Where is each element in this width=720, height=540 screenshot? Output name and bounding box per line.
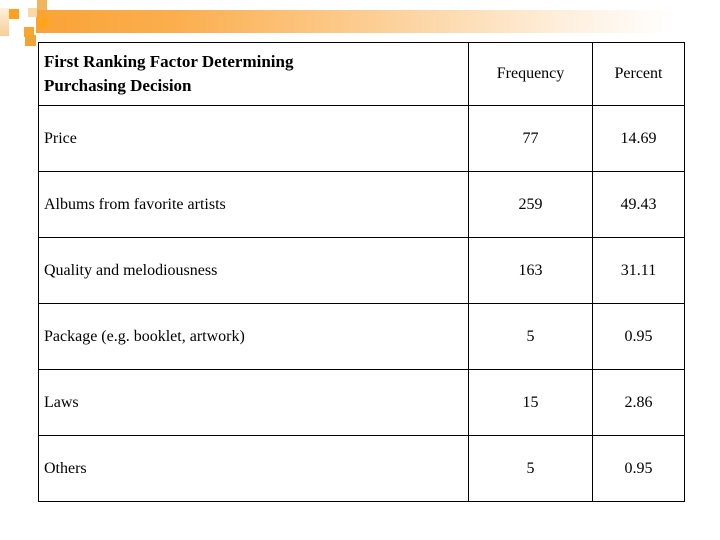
ranking-table: First Ranking Factor Determining Purchas… <box>38 42 685 502</box>
decor-square <box>28 8 37 17</box>
table-row: Quality and melodiousness 163 31.11 <box>38 237 685 304</box>
row-percent: 31.11 <box>592 237 685 304</box>
row-frequency: 259 <box>468 171 593 238</box>
decor-square <box>37 0 47 10</box>
row-label: Albums from favorite artists <box>38 171 469 238</box>
row-label: Laws <box>38 369 469 436</box>
table-row: Laws 15 2.86 <box>38 369 685 436</box>
decor-square <box>0 8 9 36</box>
row-frequency: 5 <box>468 435 593 502</box>
table-row: Albums from favorite artists 259 49.43 <box>38 171 685 238</box>
table-row: Price 77 14.69 <box>38 105 685 172</box>
row-frequency: 5 <box>468 303 593 370</box>
decor-square <box>25 35 36 46</box>
row-frequency: 77 <box>468 105 593 172</box>
decor-square <box>24 27 34 37</box>
row-frequency: 15 <box>468 369 593 436</box>
table-row: Others 5 0.95 <box>38 435 685 502</box>
row-percent: 49.43 <box>592 171 685 238</box>
table-header-row: First Ranking Factor Determining Purchas… <box>38 42 685 106</box>
title-bar-gradient <box>36 10 720 33</box>
row-percent: 14.69 <box>592 105 685 172</box>
row-label: Price <box>38 105 469 172</box>
row-label: Others <box>38 435 469 502</box>
row-label: Quality and melodiousness <box>38 237 469 304</box>
row-percent: 2.86 <box>592 369 685 436</box>
table-row: Package (e.g. booklet, artwork) 5 0.95 <box>38 303 685 370</box>
row-percent: 0.95 <box>592 435 685 502</box>
table-title: First Ranking Factor Determining Purchas… <box>38 42 469 106</box>
row-label: Package (e.g. booklet, artwork) <box>38 303 469 370</box>
row-percent: 0.95 <box>592 303 685 370</box>
column-header-percent: Percent <box>592 42 685 106</box>
decor-square <box>37 17 49 28</box>
row-frequency: 163 <box>468 237 593 304</box>
decor-square <box>9 9 19 19</box>
column-header-frequency: Frequency <box>468 42 593 106</box>
